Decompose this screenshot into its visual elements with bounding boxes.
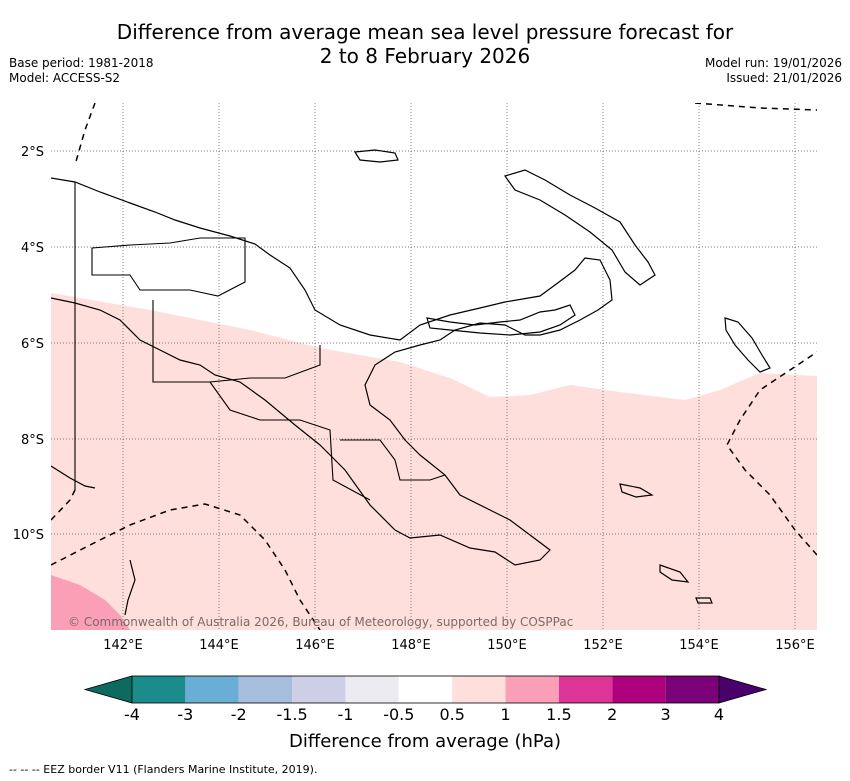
title-line-2: 2 to 8 February 2026: [319, 44, 531, 68]
anomaly-region-1-1.5: [51, 575, 130, 630]
model-name: Model: ACCESS-S2: [9, 71, 121, 85]
colorbar-tick-label: 1: [500, 705, 511, 724]
colorbar-segment: [505, 676, 559, 703]
colorbar-tick-label: 2: [607, 705, 618, 724]
title-line-1: Difference from average mean sea level p…: [116, 20, 734, 44]
model-run: Model run: 19/01/2026: [704, 56, 842, 70]
colorbar-segment: [398, 676, 453, 703]
colorbar-segment: [558, 676, 613, 703]
colorbar-tick-label: 4: [713, 705, 725, 724]
province-boundary-b: [152, 300, 321, 383]
colorbar-tick-label: -1.5: [276, 705, 308, 724]
colorbar-tick-label: 3: [660, 705, 671, 724]
province-boundary-a: [91, 237, 246, 297]
eez-west-south: [51, 489, 76, 521]
colorbar-over-arrow: [718, 675, 768, 704]
colorbar-segment: [185, 676, 239, 703]
issued-date: Issued: 21/01/2026: [726, 71, 842, 85]
bougainville-coast: [724, 317, 771, 373]
province-boundary-d: [340, 439, 446, 481]
colorbar-label: Difference from average (hPa): [288, 731, 562, 752]
base-period: Base period: 1981-2018: [9, 56, 154, 70]
graticule: [51, 103, 817, 630]
colorbar-segment: [452, 676, 506, 703]
province-boundary-c: [209, 381, 371, 501]
colorbar-under-arrow: [83, 675, 133, 704]
colorbar-tick-label: 0.5: [439, 705, 465, 724]
colorbar-tick-label: -3: [177, 705, 194, 724]
eez-north-east: [694, 103, 817, 111]
anomaly-region-0.5-1: [51, 293, 817, 630]
colorbar-segment: [132, 676, 186, 703]
lon-label: 152°E: [583, 638, 623, 653]
colorbar-frame: [131, 675, 720, 704]
latitude-labels: 2°S 4°S 6°S 8°S 10°S: [13, 145, 44, 543]
map-area: © Commonwealth of Australia 2026, Bureau…: [51, 103, 817, 630]
lat-label: 8°S: [21, 433, 44, 448]
colorbar-segment: [292, 676, 346, 703]
model-info: Base period: 1981-2018 Model: ACCESS-S2: [9, 56, 154, 86]
eez-footnote: -- -- -- EEZ border V11 (Flanders Marine…: [9, 763, 318, 776]
colorbar-segment: [665, 676, 719, 703]
copyright-notice: © Commonwealth of Australia 2026, Bureau…: [68, 615, 573, 629]
colorbar-tick-label: -1: [337, 705, 354, 724]
eez-south-west: [51, 503, 321, 630]
cape-york-coast: [51, 465, 136, 616]
new-britain-coast: [504, 169, 656, 286]
colorbar-tick-label: -0.5: [383, 705, 415, 724]
colorbar-segment: [345, 676, 399, 703]
lat-label: 6°S: [21, 337, 44, 352]
longitude-labels: 142°E 144°E 146°E 148°E 150°E 152°E 154°E 156°E: [103, 638, 815, 653]
eez-south-east: [726, 351, 817, 556]
colorbar-tick-label: 1.5: [546, 705, 572, 724]
manus-coast: [353, 149, 399, 163]
colorbar-tick-label: -4: [124, 705, 140, 724]
eez-borders: [51, 103, 817, 630]
lon-label: 150°E: [487, 638, 527, 653]
colorbar-segment: [612, 676, 666, 703]
boundaries: [74, 182, 446, 501]
lat-label: 10°S: [13, 528, 44, 543]
lon-label: 146°E: [295, 638, 335, 653]
colorbar-tick-label: -2: [230, 705, 247, 724]
colorbar: [83, 675, 768, 704]
lat-label: 2°S: [21, 145, 44, 160]
lon-label: 154°E: [679, 638, 719, 653]
islands-south-east: [619, 483, 713, 604]
coastlines: [51, 149, 771, 616]
chart-title: Difference from average mean sea level p…: [0, 20, 850, 68]
new-ireland-coast: [426, 304, 576, 336]
run-info: Model run: 19/01/2026 Issued: 21/01/2026: [705, 56, 842, 86]
lon-label: 156°E: [775, 638, 815, 653]
lon-label: 148°E: [391, 638, 431, 653]
lon-label: 144°E: [199, 638, 239, 653]
new-guinea-coast: [51, 177, 613, 566]
colorbar-segment: [238, 676, 293, 703]
lat-label: 4°S: [21, 241, 44, 256]
lon-label: 142°E: [103, 638, 143, 653]
